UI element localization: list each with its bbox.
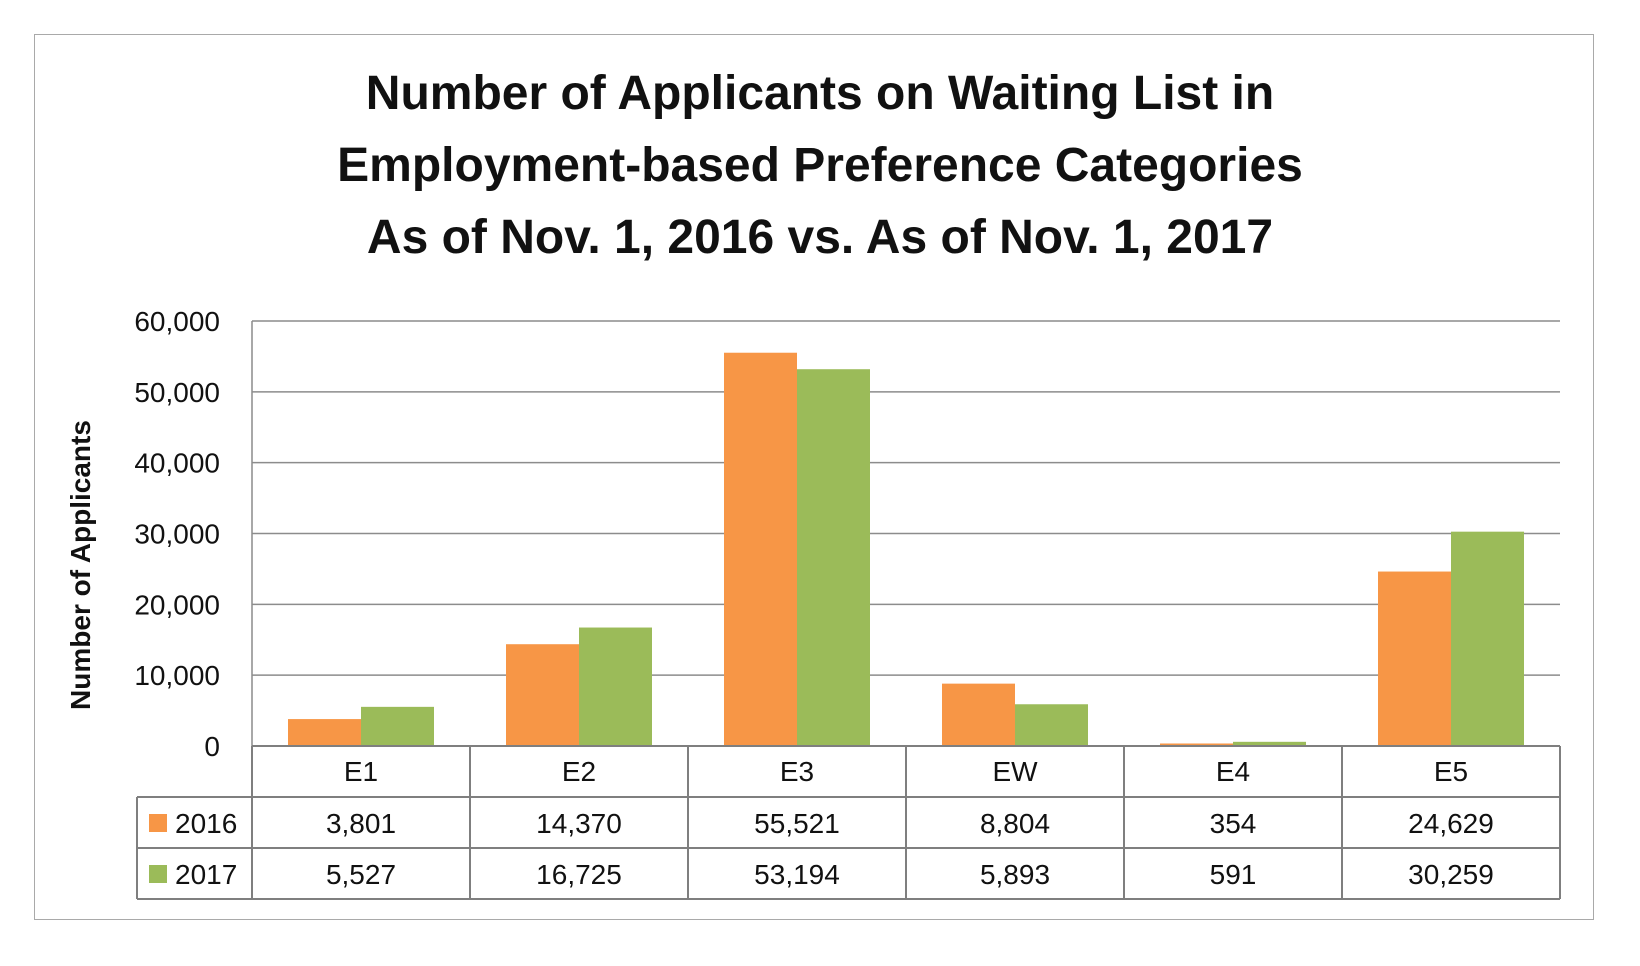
category-label: EW xyxy=(992,756,1038,787)
y-tick-label: 30,000 xyxy=(134,519,220,550)
category-label: E4 xyxy=(1216,756,1250,787)
data-label-2016: 3,801 xyxy=(326,808,396,839)
bar-2016-EW xyxy=(942,683,1015,746)
legend-swatch-2016 xyxy=(149,814,167,832)
category-label: E3 xyxy=(780,756,814,787)
y-axis-title: Number of Applicants xyxy=(65,420,96,710)
bar-2017-EW xyxy=(1015,704,1088,746)
data-label-2017: 5,893 xyxy=(980,859,1050,890)
bar-2016-E2 xyxy=(506,644,579,746)
chart-title-line-3: As of Nov. 1, 2016 vs. As of Nov. 1, 201… xyxy=(366,211,1274,264)
chart-title: Number of Applicants on Waiting List in … xyxy=(0,58,1640,274)
legend-swatch-2017 xyxy=(149,865,167,883)
data-label-2017: 5,527 xyxy=(326,859,396,890)
y-tick-label: 20,000 xyxy=(134,589,220,620)
data-label-2017: 30,259 xyxy=(1408,859,1494,890)
y-tick-label: 40,000 xyxy=(134,448,220,479)
bar-2016-E4 xyxy=(1160,743,1233,746)
category-label: E5 xyxy=(1434,756,1468,787)
data-label-2016: 55,521 xyxy=(754,808,840,839)
data-label-2016: 354 xyxy=(1210,808,1257,839)
bar-2017-E3 xyxy=(797,369,870,746)
bar-2016-E1 xyxy=(288,719,361,746)
legend-label-2017: 2017 xyxy=(175,859,237,890)
data-label-2017: 53,194 xyxy=(754,859,840,890)
bar-2016-E3 xyxy=(724,352,797,746)
category-label: E1 xyxy=(344,756,378,787)
bar-2017-E5 xyxy=(1451,531,1524,746)
data-label-2017: 16,725 xyxy=(536,859,622,890)
y-tick-label: 0 xyxy=(204,731,220,762)
data-label-2016: 8,804 xyxy=(980,808,1050,839)
data-label-2017: 591 xyxy=(1210,859,1257,890)
category-label: E2 xyxy=(562,756,596,787)
bar-2016-E5 xyxy=(1378,571,1451,746)
bar-2017-E1 xyxy=(361,706,434,746)
y-tick-label: 50,000 xyxy=(134,377,220,408)
data-label-2016: 14,370 xyxy=(536,808,622,839)
bar-2017-E4 xyxy=(1233,741,1306,746)
data-label-2016: 24,629 xyxy=(1408,808,1494,839)
y-tick-label: 10,000 xyxy=(134,660,220,691)
legend-label-2016: 2016 xyxy=(175,808,237,839)
chart-title-line-2: Employment-based Preference Categories xyxy=(337,139,1303,192)
chart-title-line-1: Number of Applicants on Waiting List in xyxy=(365,67,1275,120)
y-tick-label: 60,000 xyxy=(134,306,220,337)
bar-2017-E2 xyxy=(579,627,652,746)
